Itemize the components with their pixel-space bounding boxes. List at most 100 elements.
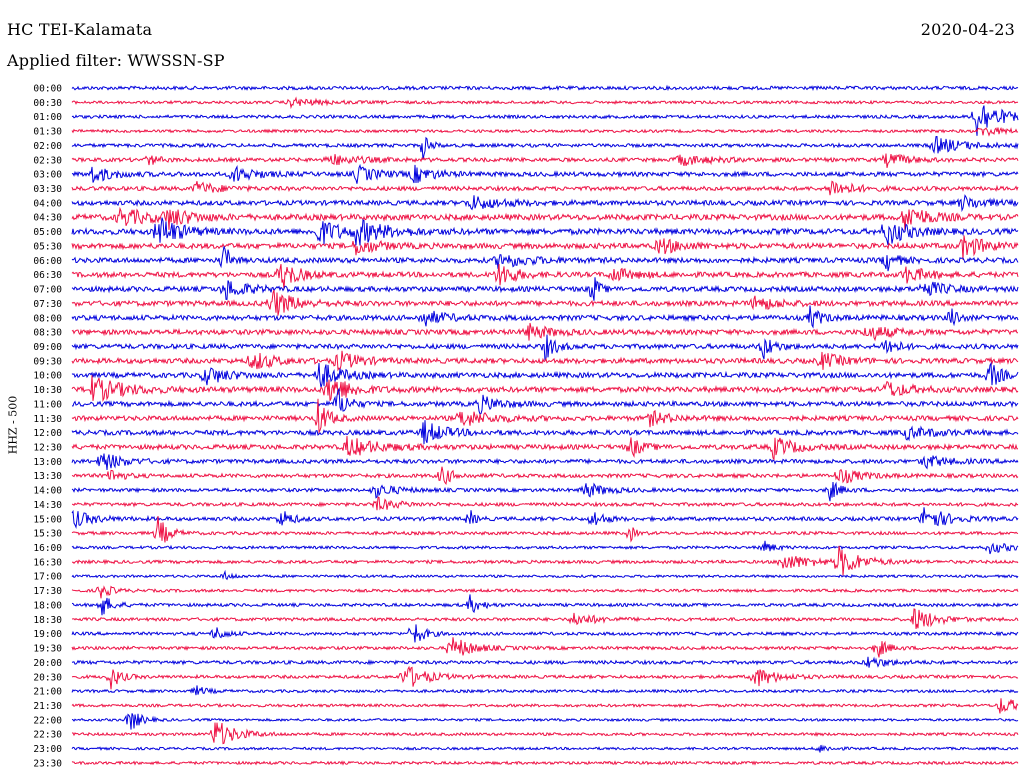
trace-row xyxy=(71,387,1019,415)
trace-row xyxy=(71,516,1019,543)
time-tick-label: 09:00 xyxy=(33,342,62,353)
time-tick-label: 12:30 xyxy=(33,443,62,454)
time-tick-label: 00:30 xyxy=(33,98,62,109)
time-tick-label: 03:00 xyxy=(33,170,62,181)
time-tick-label: 06:00 xyxy=(33,256,62,267)
time-tick-label: 12:00 xyxy=(33,428,62,439)
trace-row xyxy=(71,685,1019,696)
time-tick-label: 10:30 xyxy=(33,385,62,396)
trace-row xyxy=(71,713,1019,730)
trace-row xyxy=(71,540,1019,555)
time-tick-label: 07:00 xyxy=(33,285,62,296)
trace-row xyxy=(71,665,1019,690)
time-tick-label: 02:30 xyxy=(33,155,62,166)
time-tick-label: 10:00 xyxy=(33,371,62,382)
time-tick-label: 16:30 xyxy=(33,557,62,568)
time-tick-label: 19:00 xyxy=(33,629,62,640)
trace-row xyxy=(71,608,1019,629)
trace-row xyxy=(71,637,1019,658)
trace-row xyxy=(71,277,1019,301)
trace-row xyxy=(71,656,1019,668)
trace-layer xyxy=(71,84,1019,766)
time-tick-label: 11:00 xyxy=(33,399,62,410)
time-tick-label: 13:30 xyxy=(33,471,62,482)
time-tick-label: 20:30 xyxy=(33,672,62,683)
time-tick-label: 08:00 xyxy=(33,313,62,324)
trace-row xyxy=(71,507,1019,529)
trace-row xyxy=(71,334,1019,362)
station-name: HC TEI-Kalamata xyxy=(7,20,153,39)
trace-row xyxy=(71,436,1019,461)
trace-row xyxy=(71,569,1019,581)
time-tick-label: 06:30 xyxy=(33,270,62,281)
trace-row xyxy=(71,361,1019,388)
time-tick-label: 15:30 xyxy=(33,529,62,540)
trace-row xyxy=(71,84,1019,92)
time-tick-label: 17:30 xyxy=(33,586,62,597)
trace-row xyxy=(71,585,1019,599)
trace-row xyxy=(71,398,1019,434)
trace-row xyxy=(71,722,1019,745)
trace-row xyxy=(71,420,1019,445)
time-tick-label: 09:30 xyxy=(33,356,62,367)
time-tick-label: 14:00 xyxy=(33,486,62,497)
trace-row xyxy=(71,127,1019,137)
time-tick-label: 07:30 xyxy=(33,299,62,310)
time-tick-label: 13:00 xyxy=(33,457,62,468)
time-tick-layer: 00:00 00:30 01:00 01:30 02:00 02:30 03:00 03:30… xyxy=(33,84,62,770)
time-tick-label: 11:30 xyxy=(33,414,62,425)
trace-row xyxy=(71,350,1019,372)
filter-label: Applied filter: WWSSN-SP xyxy=(7,51,225,70)
time-tick-label: 17:00 xyxy=(33,572,62,583)
time-tick-label: 15:00 xyxy=(33,514,62,525)
trace-row xyxy=(71,263,1019,290)
time-tick-label: 02:00 xyxy=(33,141,62,152)
time-tick-label: 22:30 xyxy=(33,730,62,741)
time-tick-label: 18:30 xyxy=(33,615,62,626)
record-date: 2020-04-23 xyxy=(920,20,1015,39)
trace-row xyxy=(71,744,1019,753)
trace-row xyxy=(71,217,1019,246)
trace-row xyxy=(71,698,1019,714)
time-tick-label: 00:00 xyxy=(33,84,62,95)
trace-row xyxy=(71,135,1019,161)
trace-row xyxy=(71,289,1019,316)
trace-row xyxy=(71,545,1019,576)
trace-row xyxy=(71,105,1019,136)
time-tick-label: 20:00 xyxy=(33,658,62,669)
trace-row xyxy=(71,375,1019,402)
trace-row xyxy=(71,246,1019,272)
time-tick-label: 05:00 xyxy=(33,227,62,238)
trace-row xyxy=(71,153,1019,168)
time-tick-label: 08:30 xyxy=(33,328,62,339)
trace-row xyxy=(71,305,1019,329)
time-tick-label: 01:00 xyxy=(33,112,62,123)
trace-row xyxy=(71,322,1019,342)
time-tick-label: 18:00 xyxy=(33,600,62,611)
time-tick-label: 03:30 xyxy=(33,184,62,195)
trace-row xyxy=(71,235,1019,261)
time-tick-label: 19:30 xyxy=(33,644,62,655)
trace-row xyxy=(71,206,1019,232)
time-tick-label: 21:30 xyxy=(33,701,62,712)
trace-row xyxy=(71,180,1019,196)
trace-row xyxy=(71,496,1019,511)
trace-row xyxy=(71,194,1019,213)
trace-row xyxy=(71,594,1019,616)
time-tick-label: 21:00 xyxy=(33,687,62,698)
time-tick-label: 04:00 xyxy=(33,198,62,209)
time-tick-label: 23:00 xyxy=(33,744,62,755)
time-tick-label: 23:30 xyxy=(33,758,62,769)
trace-row xyxy=(71,453,1019,471)
trace-row xyxy=(71,466,1019,485)
time-tick-label: 01:30 xyxy=(33,127,62,138)
trace-row xyxy=(71,481,1019,502)
time-tick-label: 05:30 xyxy=(33,241,62,252)
time-tick-label: 16:00 xyxy=(33,543,62,554)
time-tick-label: 04:30 xyxy=(33,213,62,224)
trace-row xyxy=(71,96,1019,110)
trace-row xyxy=(71,624,1019,643)
time-tick-label: 14:30 xyxy=(33,500,62,511)
trace-row xyxy=(71,760,1019,766)
